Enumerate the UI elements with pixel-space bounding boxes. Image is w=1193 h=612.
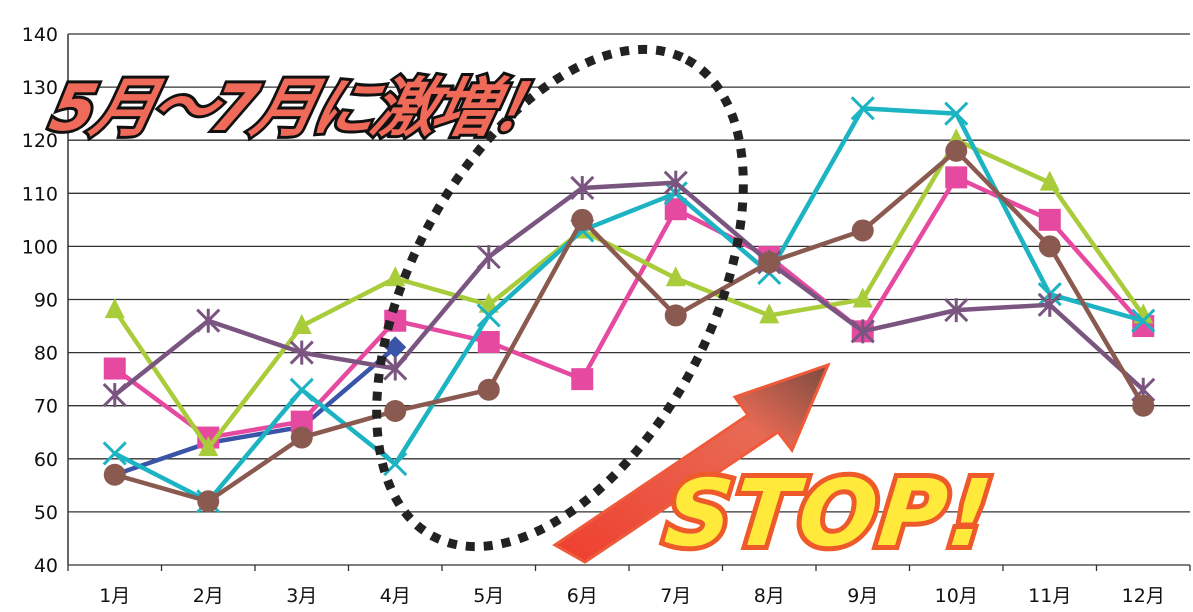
data-point [850, 319, 875, 344]
series-circle [103, 139, 1155, 513]
data-point [476, 303, 501, 328]
data-point [758, 251, 781, 274]
data-point [570, 175, 595, 201]
data-point [851, 219, 874, 242]
data-point [759, 303, 780, 324]
data-point [478, 292, 499, 313]
data-point [945, 166, 968, 189]
series-line [114, 345, 397, 477]
data-point [198, 436, 219, 457]
y-tick-label: 120 [22, 130, 58, 152]
x-tick-label: 4月 [380, 585, 411, 607]
data-point [944, 101, 969, 126]
x-tick-label: 2月 [193, 585, 224, 607]
data-point [663, 170, 688, 195]
data-point [476, 244, 501, 270]
data-point [571, 208, 594, 231]
trend-arrow [552, 362, 831, 564]
series-x [102, 96, 1156, 514]
data-point [1037, 292, 1062, 317]
data-point [103, 463, 126, 486]
headline-callout: 5月～7月に激増！ [44, 72, 561, 146]
data-point [290, 426, 313, 449]
y-tick-label: 100 [22, 236, 58, 258]
y-tick-label: 130 [22, 77, 58, 99]
data-point [102, 383, 127, 408]
highlight-ellipse [372, 44, 748, 552]
data-point [945, 139, 968, 162]
data-point [197, 490, 220, 513]
data-point [289, 340, 314, 365]
y-tick-label: 90 [34, 290, 58, 312]
x-tick-label: 1月 [99, 585, 130, 607]
data-point [944, 298, 969, 323]
data-point [1039, 170, 1060, 191]
data-point [289, 377, 314, 402]
x-axis: 1月 2月 3月 4月 5月 6月 7月 8月 9月 10月 11月 12月 [67, 565, 1191, 607]
y-tick-label: 140 [22, 24, 58, 46]
data-point [664, 198, 687, 221]
data-point [383, 356, 408, 381]
grid-lines [68, 33, 1190, 566]
x-tick-label: 8月 [754, 585, 785, 607]
series-line [113, 175, 1145, 440]
data-point [384, 400, 407, 423]
x-tick-label: 7月 [660, 585, 691, 607]
data-point [1132, 394, 1155, 417]
data-point [1131, 308, 1156, 333]
y-tick-label: 110 [22, 183, 58, 205]
data-point [383, 452, 408, 477]
data-point [664, 304, 687, 327]
data-point [665, 266, 686, 287]
data-point [850, 96, 875, 121]
y-tick-label: 60 [34, 449, 58, 471]
y-tick-label: 70 [34, 396, 58, 418]
y-tick-label: 50 [34, 502, 58, 524]
data-point [102, 441, 127, 466]
data-point [1038, 208, 1061, 231]
series-line [114, 148, 1146, 504]
data-point [852, 287, 873, 308]
data-point [385, 266, 406, 287]
series-line [113, 106, 1144, 504]
x-tick-label: 9月 [847, 585, 878, 607]
data-point [571, 368, 594, 391]
stop-callout: STOP! [660, 459, 998, 567]
data-point [103, 357, 126, 380]
data-point [1038, 235, 1061, 258]
x-tick-label: 6月 [567, 585, 598, 607]
x-tick-label: 10月 [935, 585, 978, 607]
data-point [196, 308, 221, 333]
data-point [477, 378, 500, 401]
y-tick-label: 40 [34, 555, 58, 577]
x-tick-label: 11月 [1028, 585, 1071, 607]
series-square [103, 166, 1155, 449]
x-tick-label: 5月 [473, 585, 504, 607]
data-point [384, 336, 407, 359]
x-tick-label: 12月 [1122, 585, 1165, 607]
data-point [291, 314, 312, 335]
data-point [477, 330, 500, 353]
series-line [113, 180, 1145, 397]
y-axis: 40 50 60 70 80 90 100 110 120 130 140 [22, 24, 69, 577]
data-point [104, 298, 125, 319]
y-tick-label: 80 [34, 343, 58, 365]
series-star [102, 170, 1156, 408]
x-tick-label: 3月 [286, 585, 317, 607]
series-layer [102, 96, 1156, 514]
data-point [290, 410, 313, 433]
